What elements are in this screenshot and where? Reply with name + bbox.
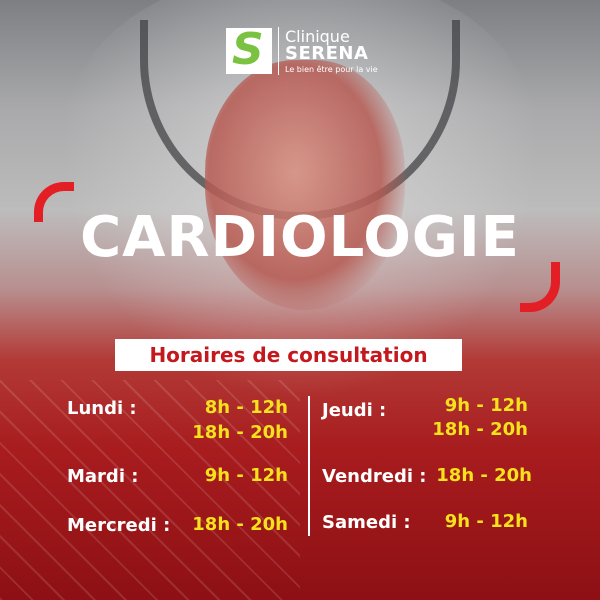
time-slot: 9h - 12h	[204, 465, 288, 486]
day-label: Samedi :	[322, 512, 411, 533]
day-label: Lundi :	[67, 398, 137, 419]
day-label: Mercredi :	[67, 515, 171, 536]
time-slot: 18h - 20h	[436, 465, 532, 486]
time-slot: 18h - 20h	[192, 514, 288, 535]
subtitle-banner: Horaires de consultation	[115, 339, 462, 371]
day-label: Jeudi :	[322, 400, 387, 421]
time-slot: 9h - 12h	[444, 511, 528, 532]
day-label: Vendredi :	[322, 466, 427, 487]
corner-bracket-bottom-right	[520, 262, 560, 312]
brand-tagline: Le bien être pour la vie	[285, 64, 378, 74]
brand-name-line1: Clinique	[285, 26, 350, 46]
brand-name-line2: SERENA	[285, 42, 369, 64]
logo-divider	[278, 27, 279, 75]
heart-image	[205, 60, 405, 310]
time-slot: 18h - 20h	[432, 419, 528, 440]
time-slot: 9h - 12h	[444, 395, 528, 416]
day-label: Mardi :	[67, 466, 139, 487]
time-slot: 8h - 12h	[204, 397, 288, 418]
clinic-logo: S Clinique SERENA Le bien être pour la v…	[226, 24, 378, 75]
time-slot: 18h - 20h	[192, 422, 288, 443]
logo-letter: S	[232, 24, 264, 75]
column-divider	[308, 396, 310, 536]
logo-mark-icon: S	[226, 24, 272, 75]
background-pattern	[0, 380, 300, 600]
corner-bracket-top-left	[34, 182, 74, 222]
page-title: CARDIOLOGIE	[80, 205, 520, 270]
